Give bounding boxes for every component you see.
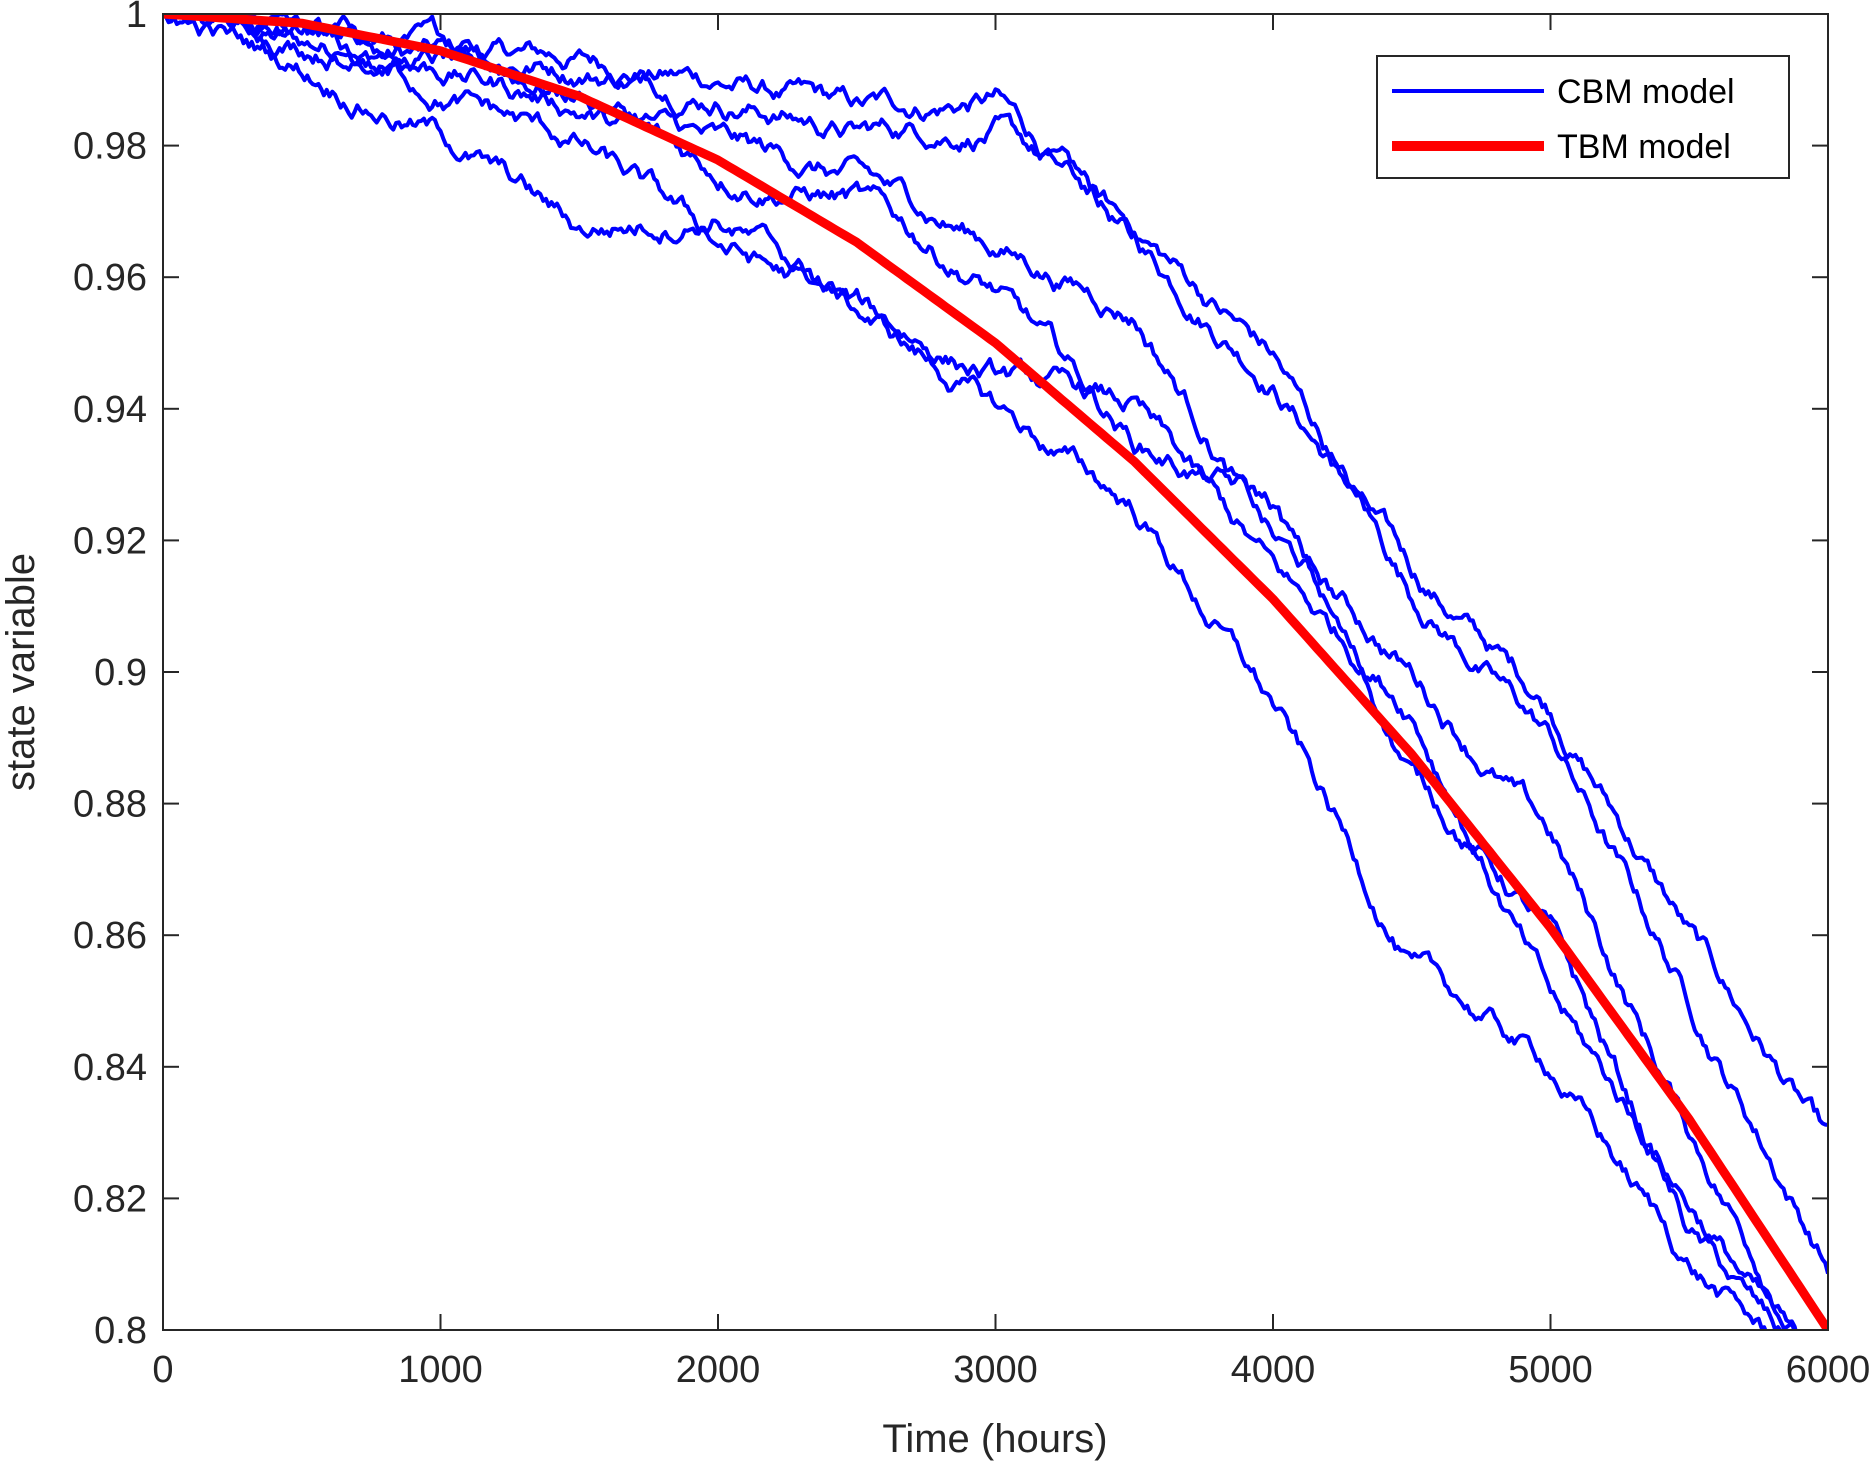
- y-tick-label: 0.88: [73, 784, 147, 826]
- x-tick-label: 4000: [1231, 1349, 1316, 1391]
- y-tick-label: 0.86: [73, 915, 147, 957]
- cbm-run-line-2: [163, 14, 1828, 1275]
- ticks-layer: 0 1000 2000 3000 4000 5000 6000 0.8 0.82 0.84 0.86…: [73, 0, 1870, 1391]
- series-layer: [163, 14, 1828, 1330]
- legend-box: [1376, 55, 1790, 179]
- plot-area: [163, 14, 1828, 1330]
- legend-label-cbm: CBM model: [1557, 73, 1735, 111]
- y-axis-label: state variable: [0, 553, 43, 791]
- x-tick-label: 3000: [953, 1349, 1038, 1391]
- y-tick-label: 0.92: [73, 520, 147, 562]
- y-tick-label: 0.98: [73, 126, 147, 168]
- x-tick-label: 0: [152, 1349, 173, 1391]
- y-tick-label: 0.9: [94, 652, 147, 694]
- x-tick-label: 1000: [398, 1349, 483, 1391]
- x-tick-label: 6000: [1786, 1349, 1871, 1391]
- x-tick-label: 2000: [676, 1349, 761, 1391]
- y-tick-label: 0.94: [73, 389, 147, 431]
- cbm-run-line-4: [163, 14, 1783, 1330]
- cbm-run-line-1: [163, 14, 1828, 1127]
- y-tick-label: 0.84: [73, 1047, 147, 1089]
- cbm-run-line-5: [163, 14, 1798, 1330]
- y-tick-label: 0.82: [73, 1178, 147, 1220]
- x-tick-label: 5000: [1508, 1349, 1593, 1391]
- tbm-model-line: [163, 14, 1828, 1330]
- y-tick-label: 1: [126, 0, 147, 36]
- x-axis-label: Time (hours): [882, 1417, 1107, 1461]
- cbm-run-line-6: [163, 14, 1768, 1330]
- legend-label-tbm: TBM model: [1557, 128, 1731, 166]
- legend: CBM model TBM model: [1376, 55, 1790, 179]
- y-tick-label: 0.8: [94, 1310, 147, 1352]
- y-tick-label: 0.96: [73, 257, 147, 299]
